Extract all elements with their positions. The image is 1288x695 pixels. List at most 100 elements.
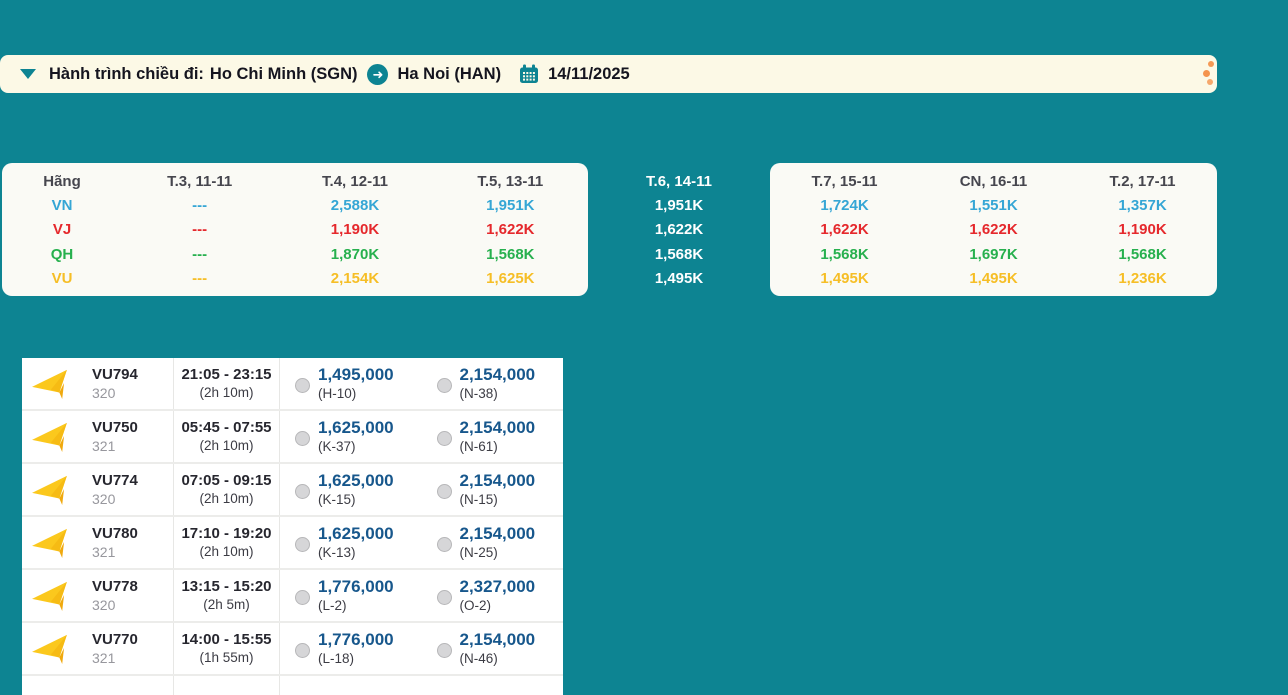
flight-number: VU770 xyxy=(92,631,138,648)
journey-summary-bar[interactable]: Hành trình chiều đi: Ho Chi Minh (SGN) ➜… xyxy=(0,55,1217,93)
fare-option-1[interactable]: 1,495,000 (H-10) xyxy=(280,365,422,402)
fare-radio-button[interactable] xyxy=(436,484,452,499)
fare-cell[interactable]: 1,568K xyxy=(1118,245,1167,263)
fare-cell[interactable]: 1,568K xyxy=(820,245,869,263)
day-header[interactable]: T.4, 12-11 xyxy=(322,172,388,190)
calendar-icon xyxy=(520,64,539,83)
selected-fare-cell[interactable]: 1,568K xyxy=(654,245,704,263)
fare-class-code: (K-13) xyxy=(318,545,356,560)
fare-class-code: (L-18) xyxy=(318,651,355,666)
flight-times: 17:10 - 19:20 xyxy=(181,525,272,542)
flight-duration: (2h 5m) xyxy=(203,597,250,612)
fare-cell[interactable]: 1,551K xyxy=(969,197,1018,215)
fare-radio-button[interactable] xyxy=(436,431,452,446)
fare-radio-button[interactable] xyxy=(436,643,452,658)
flight-number: VU794 xyxy=(92,366,138,383)
fare-price: 2,154,000 xyxy=(459,365,536,384)
fare-class-code: (N-61) xyxy=(459,439,498,454)
fare-cell[interactable]: --- xyxy=(192,245,208,263)
fare-option-1[interactable]: 1,625,000 (K-15) xyxy=(280,471,422,508)
flight-number: VU750 xyxy=(92,419,138,436)
flight-duration: (2h 10m) xyxy=(199,544,254,559)
vietravel-airlines-logo-icon xyxy=(32,369,67,399)
fare-cell[interactable]: 1,622K xyxy=(969,221,1018,239)
flight-duration: (1h 55m) xyxy=(199,650,254,665)
aircraft-type: 321 xyxy=(92,544,116,560)
fare-class-code: (K-37) xyxy=(318,439,356,454)
fare-cell[interactable]: 1,951K xyxy=(486,197,535,215)
fare-cell[interactable]: 1,495K xyxy=(820,270,869,288)
fare-cell[interactable]: 1,357K xyxy=(1118,197,1167,215)
fare-calendar-selected-day-column[interactable]: T.6, 14-11 1,951K 1,622K 1,568K 1,495K xyxy=(588,163,770,296)
fare-cell[interactable]: 1,622K xyxy=(486,221,535,239)
fare-option-2[interactable]: 2,154,000 (N-15) xyxy=(422,471,564,508)
fare-option-1[interactable]: 1,625,000 (K-37) xyxy=(280,418,422,455)
fare-cell[interactable]: --- xyxy=(192,197,208,215)
day-header[interactable]: CN, 16-11 xyxy=(959,172,1028,190)
fare-option-2[interactable]: 2,154,000 (N-46) xyxy=(422,630,564,667)
fare-cell[interactable]: 1,190K xyxy=(1118,221,1167,239)
airline-code: VN xyxy=(51,197,73,215)
day-header[interactable]: T.7, 15-11 xyxy=(811,172,878,190)
flight-results-table: VU794 320 21:05 - 23:15 (2h 10m) 1,495,0… xyxy=(22,358,563,695)
fare-cell[interactable]: 1,724K xyxy=(820,197,869,215)
fare-option-2[interactable]: 2,154,000 (N-38) xyxy=(422,365,564,402)
fare-radio-button[interactable] xyxy=(295,643,310,658)
flight-row: VU778 320 13:15 - 15:20 (2h 5m) 1,776,00… xyxy=(22,570,563,623)
flight-duration: (2h 10m) xyxy=(199,491,254,506)
selected-fare-cell[interactable]: 1,951K xyxy=(654,197,704,215)
fare-radio-button[interactable] xyxy=(295,431,310,446)
selected-fare-cell[interactable]: 1,495K xyxy=(654,270,704,288)
flight-row: VU770 321 14:00 - 15:55 (1h 55m) 1,776,0… xyxy=(22,623,563,676)
fare-option-2[interactable]: 2,154,000 (N-61) xyxy=(422,418,564,455)
fare-option-1[interactable]: 1,625,000 (K-13) xyxy=(280,524,422,561)
selected-fare-cell[interactable]: 1,622K xyxy=(654,221,704,239)
fare-price: 1,495,000 xyxy=(318,365,394,384)
fare-cell[interactable]: 1,568K xyxy=(486,245,535,263)
flight-rows: VU794 320 21:05 - 23:15 (2h 10m) 1,495,0… xyxy=(22,358,563,676)
flight-number: VU774 xyxy=(92,472,138,489)
fare-radio-button[interactable] xyxy=(436,590,452,605)
fare-cell[interactable]: 2,588K xyxy=(330,197,380,215)
fare-option-2[interactable]: 2,327,000 (O-2) xyxy=(422,577,564,614)
fare-radio-button[interactable] xyxy=(436,378,452,393)
fare-radio-button[interactable] xyxy=(295,484,310,499)
fare-option-2[interactable]: 2,154,000 (N-25) xyxy=(422,524,564,561)
vietravel-airlines-logo-icon xyxy=(32,581,67,611)
fare-price: 1,625,000 xyxy=(318,471,394,490)
fare-cell[interactable]: --- xyxy=(192,270,208,288)
fare-cell[interactable]: 1,625K xyxy=(486,270,535,288)
fare-option-1[interactable]: 1,776,000 (L-2) xyxy=(280,577,422,614)
day-header[interactable]: T.5, 13-11 xyxy=(477,172,544,190)
fare-cell[interactable]: 1,870K xyxy=(330,245,380,263)
aircraft-type: 321 xyxy=(92,438,116,454)
fare-price: 2,154,000 xyxy=(459,524,536,543)
fare-class-code: (O-2) xyxy=(459,598,492,613)
flight-times: 05:45 - 07:55 xyxy=(181,419,272,436)
fare-cell[interactable]: 1,190K xyxy=(330,221,380,239)
fare-calendar-left-panel: Hãng T.3, 11-11 T.4, 12-11 T.5, 13-11 VN… xyxy=(2,163,588,296)
fare-radio-button[interactable] xyxy=(295,590,310,605)
fare-cell[interactable]: --- xyxy=(192,221,208,239)
flight-row: VU794 320 21:05 - 23:15 (2h 10m) 1,495,0… xyxy=(22,358,563,411)
fare-radio-button[interactable] xyxy=(295,378,310,393)
collapse-caret-icon[interactable] xyxy=(20,69,36,79)
vietravel-airlines-logo-icon xyxy=(32,634,67,664)
journey-label: Hành trình chiều đi: xyxy=(49,64,204,83)
fare-radio-button[interactable] xyxy=(436,537,452,552)
fare-cell[interactable]: 1,622K xyxy=(820,221,869,239)
fare-price: 1,625,000 xyxy=(318,524,394,543)
flight-row: VU780 321 17:10 - 19:20 (2h 10m) 1,625,0… xyxy=(22,517,563,570)
day-header[interactable]: T.2, 17-11 xyxy=(1109,172,1176,190)
fare-cell[interactable]: 1,236K xyxy=(1118,270,1167,288)
day-header[interactable]: T.3, 11-11 xyxy=(167,172,233,190)
fare-calendar-right-panel: T.7, 15-11 CN, 16-11 T.2, 17-11 1,724K 1… xyxy=(770,163,1217,296)
fare-radio-button[interactable] xyxy=(295,537,310,552)
fare-cell[interactable]: 1,495K xyxy=(969,270,1018,288)
flight-row-partial xyxy=(22,676,563,695)
fare-cell[interactable]: 2,154K xyxy=(330,270,380,288)
fare-cell[interactable]: 1,697K xyxy=(969,245,1018,263)
selected-day-header[interactable]: T.6, 14-11 xyxy=(646,172,712,190)
fare-option-1[interactable]: 1,776,000 (L-18) xyxy=(280,630,422,667)
departure-date[interactable]: 14/11/2025 xyxy=(548,64,630,83)
